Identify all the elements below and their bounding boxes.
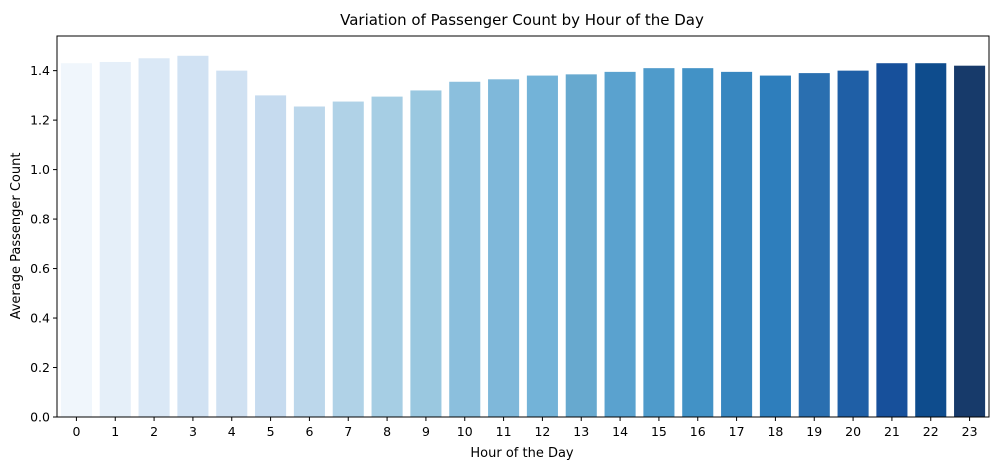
x-tick-label: 21: [884, 424, 900, 439]
bar-hour-0: [60, 63, 92, 418]
x-axis-label: Hour of the Day: [470, 446, 574, 461]
x-tick-label: 23: [962, 424, 978, 439]
x-tick-label: 22: [923, 424, 939, 439]
y-tick-label: 0.4: [30, 311, 50, 326]
x-tick-label: 4: [228, 424, 236, 439]
x-axis: 0 1 2 3 4 5 6 7 8 9 10 11 12 13 14 15 16 17 18 19 20 21 22 23: [72, 417, 978, 439]
y-tick-label: 1.0: [30, 162, 50, 177]
x-tick-label: 5: [267, 424, 275, 439]
bar-hour-22: [915, 63, 947, 418]
x-tick-label: 20: [845, 424, 861, 439]
bar-hour-20: [837, 70, 869, 417]
bar-hour-4: [216, 70, 248, 417]
x-tick-label: 17: [729, 424, 745, 439]
x-tick-label: 16: [690, 424, 706, 439]
bar-hour-2: [138, 58, 170, 418]
bar-hour-9: [410, 90, 442, 418]
y-tick-label: 0.6: [30, 261, 50, 276]
y-tick-label: 0.0: [30, 410, 50, 425]
y-tick-label: 1.4: [30, 63, 50, 78]
x-tick-label: 13: [573, 424, 589, 439]
x-tick-label: 14: [612, 424, 628, 439]
bar-hour-5: [255, 95, 287, 417]
bar-hour-15: [643, 68, 675, 417]
y-tick-label: 0.8: [30, 212, 50, 227]
bar-hour-8: [371, 96, 403, 418]
bar-hour-18: [759, 75, 791, 417]
bar-hour-16: [682, 68, 714, 417]
bar-hour-12: [526, 75, 558, 417]
bar-hour-7: [332, 101, 364, 417]
x-tick-label: 6: [305, 424, 313, 439]
chart-title: Variation of Passenger Count by Hour of …: [340, 11, 704, 29]
x-tick-label: 3: [189, 424, 197, 439]
x-tick-label: 10: [457, 424, 473, 439]
x-tick-label: 12: [534, 424, 550, 439]
plot-area: [60, 55, 986, 418]
y-axis-label: Average Passenger Count: [9, 153, 24, 320]
bar-hour-3: [177, 55, 209, 417]
bar-hour-14: [604, 71, 636, 418]
bar-hour-1: [99, 61, 131, 417]
bar-hour-21: [876, 63, 908, 418]
x-tick-label: 9: [422, 424, 430, 439]
bar-hour-17: [721, 71, 753, 418]
bar-hour-13: [565, 74, 597, 417]
bar-hour-23: [954, 65, 986, 417]
x-tick-label: 1: [111, 424, 119, 439]
bar-hour-10: [449, 81, 481, 418]
x-tick-label: 2: [150, 424, 158, 439]
x-tick-label: 0: [72, 424, 80, 439]
x-tick-label: 18: [767, 424, 783, 439]
bar-hour-19: [798, 73, 830, 418]
x-tick-label: 8: [383, 424, 391, 439]
bar-hour-11: [488, 79, 520, 418]
y-tick-label: 1.2: [30, 113, 50, 128]
y-tick-label: 0.2: [30, 360, 50, 375]
x-tick-label: 7: [344, 424, 352, 439]
plot-frame: [56, 35, 990, 418]
bar-hour-6: [293, 106, 325, 417]
x-tick-label: 11: [496, 424, 512, 439]
x-tick-label: 19: [806, 424, 822, 439]
x-tick-label: 15: [651, 424, 667, 439]
y-axis: 0.0 0.2 0.4 0.6 0.8 1.0 1.2 1.4: [30, 63, 57, 425]
